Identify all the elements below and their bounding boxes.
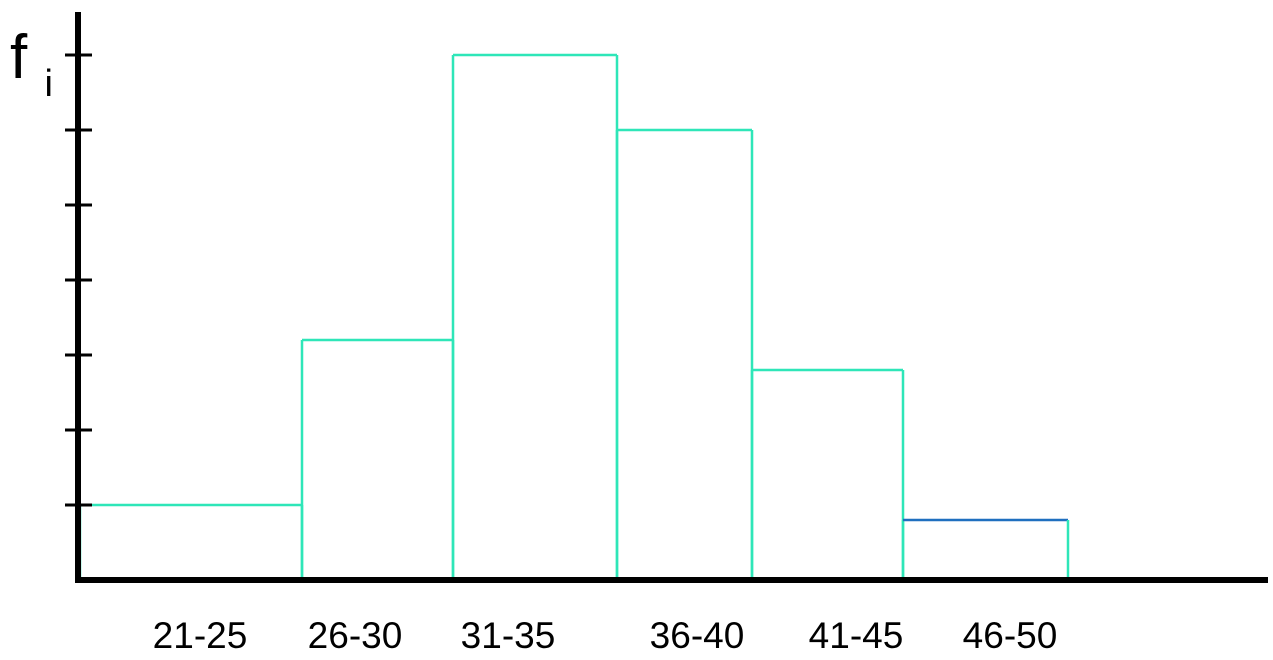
x-tick-label: 36-40: [650, 615, 745, 656]
histogram-bar: [78, 503, 304, 580]
x-tick-label: 46-50: [963, 615, 1058, 656]
x-tick-label: 26-30: [308, 615, 403, 656]
x-tick-labels-group: 21-25 26-30 31-35 36-40 41-45 46-50: [153, 615, 1058, 656]
axes-group: [75, 12, 1268, 583]
y-axis-label: f i: [10, 23, 53, 105]
histogram-bar: [451, 53, 619, 580]
bars-group: [78, 53, 1070, 580]
x-tick-label: 21-25: [153, 615, 248, 656]
histogram-bar: [750, 368, 905, 580]
x-tick-label: 41-45: [809, 615, 904, 656]
histogram-bar: [901, 518, 1070, 580]
histogram-bar: [300, 338, 455, 580]
y-axis-label-main: f: [10, 23, 28, 92]
y-axis-label-subscript: i: [44, 63, 52, 105]
x-tick-label: 31-35: [461, 615, 556, 656]
histogram-bar: [615, 128, 754, 580]
y-ticks-group: [65, 53, 92, 507]
